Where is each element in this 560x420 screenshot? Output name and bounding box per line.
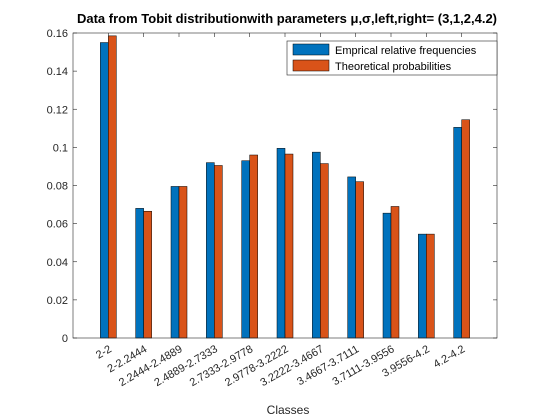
- legend-swatch-theoretical: [292, 59, 330, 72]
- y-tick-label-0: 0: [62, 333, 68, 345]
- bar-empirical-2: [170, 186, 180, 339]
- y-tick-label-3: 0.06: [47, 219, 68, 231]
- bar-empirical-3: [206, 162, 215, 339]
- bar-empirical-0: [100, 42, 109, 339]
- bar-empirical-7: [347, 176, 356, 339]
- chart-title: Data from Tobit distributionwith paramet…: [77, 11, 497, 26]
- bar-theoretical-9: [426, 233, 435, 339]
- legend: Emprical relative frequencies Theoretica…: [286, 40, 498, 76]
- y-tick-label-4: 0.08: [47, 181, 68, 193]
- x-axis-label: Classes: [267, 403, 310, 417]
- legend-label-theoretical: Theoretical probabilities: [335, 61, 452, 73]
- bar-empirical-8: [382, 212, 392, 339]
- y-tick-label-8: 0.16: [47, 28, 68, 40]
- y-tick-label-5: 0.1: [53, 142, 68, 154]
- bar-empirical-5: [276, 148, 286, 339]
- bar-empirical-10: [453, 127, 462, 339]
- y-tick-label-7: 0.14: [47, 66, 68, 78]
- legend-label-empirical: Emprical relative frequencies: [335, 45, 477, 57]
- bar-theoretical-2: [178, 186, 188, 339]
- bar-theoretical-7: [355, 181, 364, 339]
- bar-empirical-6: [312, 151, 321, 339]
- bar-empirical-1: [135, 208, 144, 339]
- bar-theoretical-3: [214, 165, 223, 339]
- bar-empirical-4: [241, 160, 250, 339]
- bar-theoretical-6: [320, 163, 329, 339]
- bar-theoretical-10: [461, 119, 470, 339]
- bar-theoretical-1: [143, 210, 152, 339]
- bar-theoretical-4: [249, 154, 258, 339]
- y-tick-label-6: 0.12: [47, 104, 68, 116]
- bar-theoretical-0: [108, 35, 117, 339]
- legend-swatch-empirical: [292, 43, 330, 56]
- y-tick-label-2: 0.04: [47, 257, 68, 269]
- bar-theoretical-5: [284, 153, 294, 339]
- bar-theoretical-8: [390, 206, 400, 339]
- y-tick-label-1: 0.02: [47, 295, 68, 307]
- bar-empirical-9: [418, 233, 427, 339]
